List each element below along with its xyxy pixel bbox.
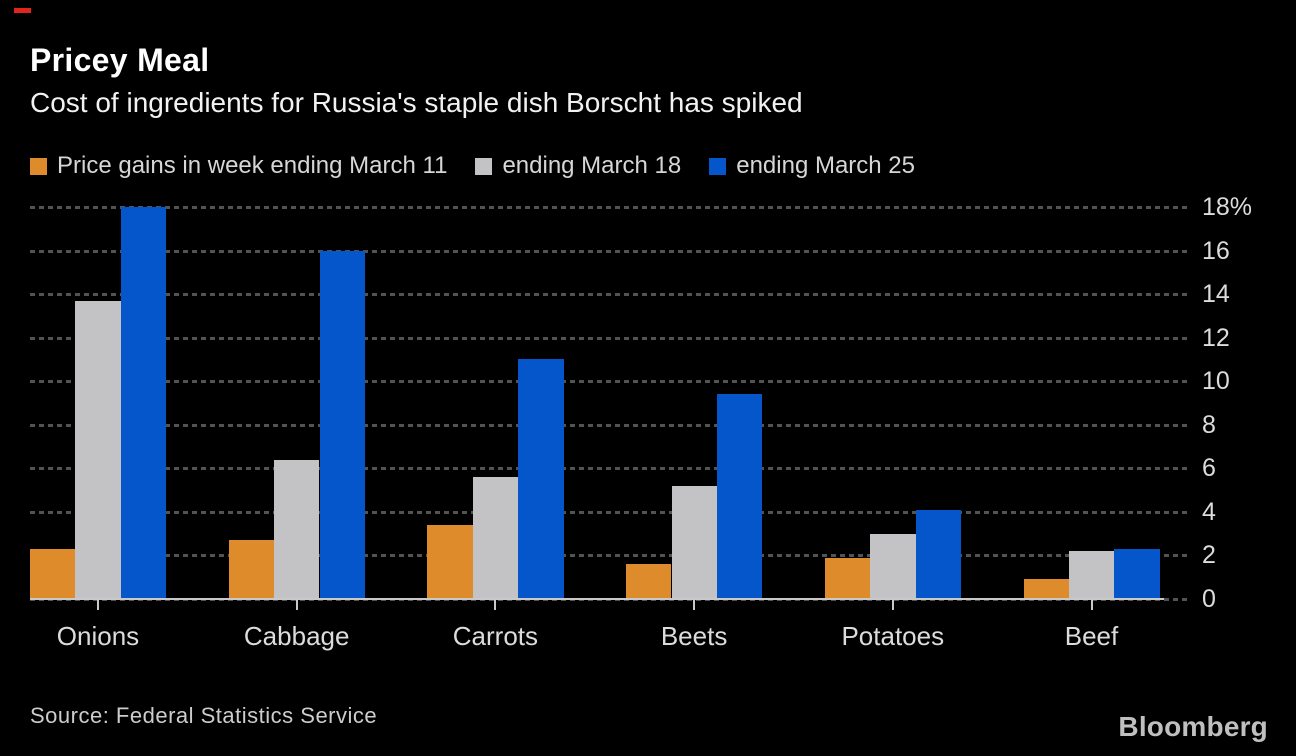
y-axis-label-0: 0 xyxy=(1202,585,1216,613)
x-axis-label-cabbage: Cabbage xyxy=(243,621,350,651)
bar-beef-series-3 xyxy=(1114,548,1160,599)
bar-cabbage-series-2 xyxy=(274,459,320,599)
bar-beef-series-2 xyxy=(1068,551,1115,599)
x-axis-label-carrots: Carrots xyxy=(452,621,539,651)
x-axis-tick-potatoes xyxy=(891,599,894,610)
bar-onions-series-2 xyxy=(75,300,121,599)
x-axis-tick-cabbage xyxy=(295,599,298,610)
bar-carrots-series-2 xyxy=(472,477,519,599)
bar-carrots-series-1 xyxy=(427,524,473,599)
source-attribution: Source: Federal Statistics Service xyxy=(30,703,378,728)
bar-cabbage-series-3 xyxy=(319,250,365,599)
bar-potatoes-series-2 xyxy=(870,533,916,599)
y-axis-label-4: 4 xyxy=(1202,497,1216,526)
bar-onions-series-1 xyxy=(30,548,76,599)
legend-item-1: Price gains in week ending March 11 xyxy=(30,152,447,180)
legend-swatch-icon xyxy=(475,157,493,175)
gridline-18 xyxy=(30,206,1190,209)
bar-onions-series-3 xyxy=(120,207,167,599)
legend-item-2: ending March 18 xyxy=(475,152,681,180)
legend-item-3: ending March 25 xyxy=(709,152,915,180)
gridline-6 xyxy=(30,467,1190,471)
x-axis-tick-carrots xyxy=(494,599,497,610)
gridline-10 xyxy=(30,380,1190,384)
bloomberg-logo: Bloomberg xyxy=(1118,711,1268,742)
x-axis-label-beets: Beets xyxy=(660,621,728,651)
y-axis-label-14: 14 xyxy=(1202,280,1230,309)
y-axis-label-18: 18% xyxy=(1202,193,1253,221)
bloomberg-red-accent-dash xyxy=(14,8,31,13)
chart-subtitle: Cost of ingredients for Russia's staple … xyxy=(30,87,803,118)
x-axis-baseline xyxy=(30,598,1164,600)
bar-potatoes-series-1 xyxy=(824,557,871,599)
gridline-8 xyxy=(30,423,1190,427)
y-axis-label-12: 12 xyxy=(1202,323,1230,352)
x-axis-tick-onions xyxy=(97,599,99,610)
bar-beets-series-2 xyxy=(671,485,717,599)
bar-beets-series-1 xyxy=(626,564,672,599)
legend-label: ending March 18 xyxy=(502,152,682,179)
y-axis-label-2: 2 xyxy=(1202,541,1216,570)
legend-swatch-icon xyxy=(30,157,47,175)
chart-legend: Price gains in week ending March 11 endin… xyxy=(30,152,915,180)
bar-beets-series-3 xyxy=(716,394,763,599)
legend-label: Price gains in week ending March 11 xyxy=(57,152,448,179)
gridline-14 xyxy=(30,293,1190,297)
chart-title: Pricey Meal xyxy=(30,42,210,78)
gridline-2 xyxy=(30,554,1190,558)
x-axis-label-beef: Beef xyxy=(1064,621,1119,651)
bar-beef-series-1 xyxy=(1023,579,1069,599)
legend-label: ending March 25 xyxy=(736,152,915,179)
y-axis-label-10: 10 xyxy=(1202,367,1230,396)
x-axis-label-potatoes: Potatoes xyxy=(841,621,945,651)
bar-carrots-series-3 xyxy=(518,359,564,599)
y-axis-label-8: 8 xyxy=(1202,410,1216,439)
gridline-12 xyxy=(30,336,1190,340)
x-axis-tick-beets xyxy=(693,599,696,610)
x-axis-tick-beef xyxy=(1090,599,1093,610)
gridline-4 xyxy=(30,510,1190,514)
bar-cabbage-series-1 xyxy=(228,540,275,599)
bar-potatoes-series-3 xyxy=(915,509,961,599)
gridline-16 xyxy=(30,249,1190,253)
y-axis-label-6: 6 xyxy=(1202,454,1216,483)
legend-swatch-icon xyxy=(709,157,727,175)
y-axis-label-16: 16 xyxy=(1202,236,1230,265)
x-axis-label-onions: Onions xyxy=(56,621,140,651)
